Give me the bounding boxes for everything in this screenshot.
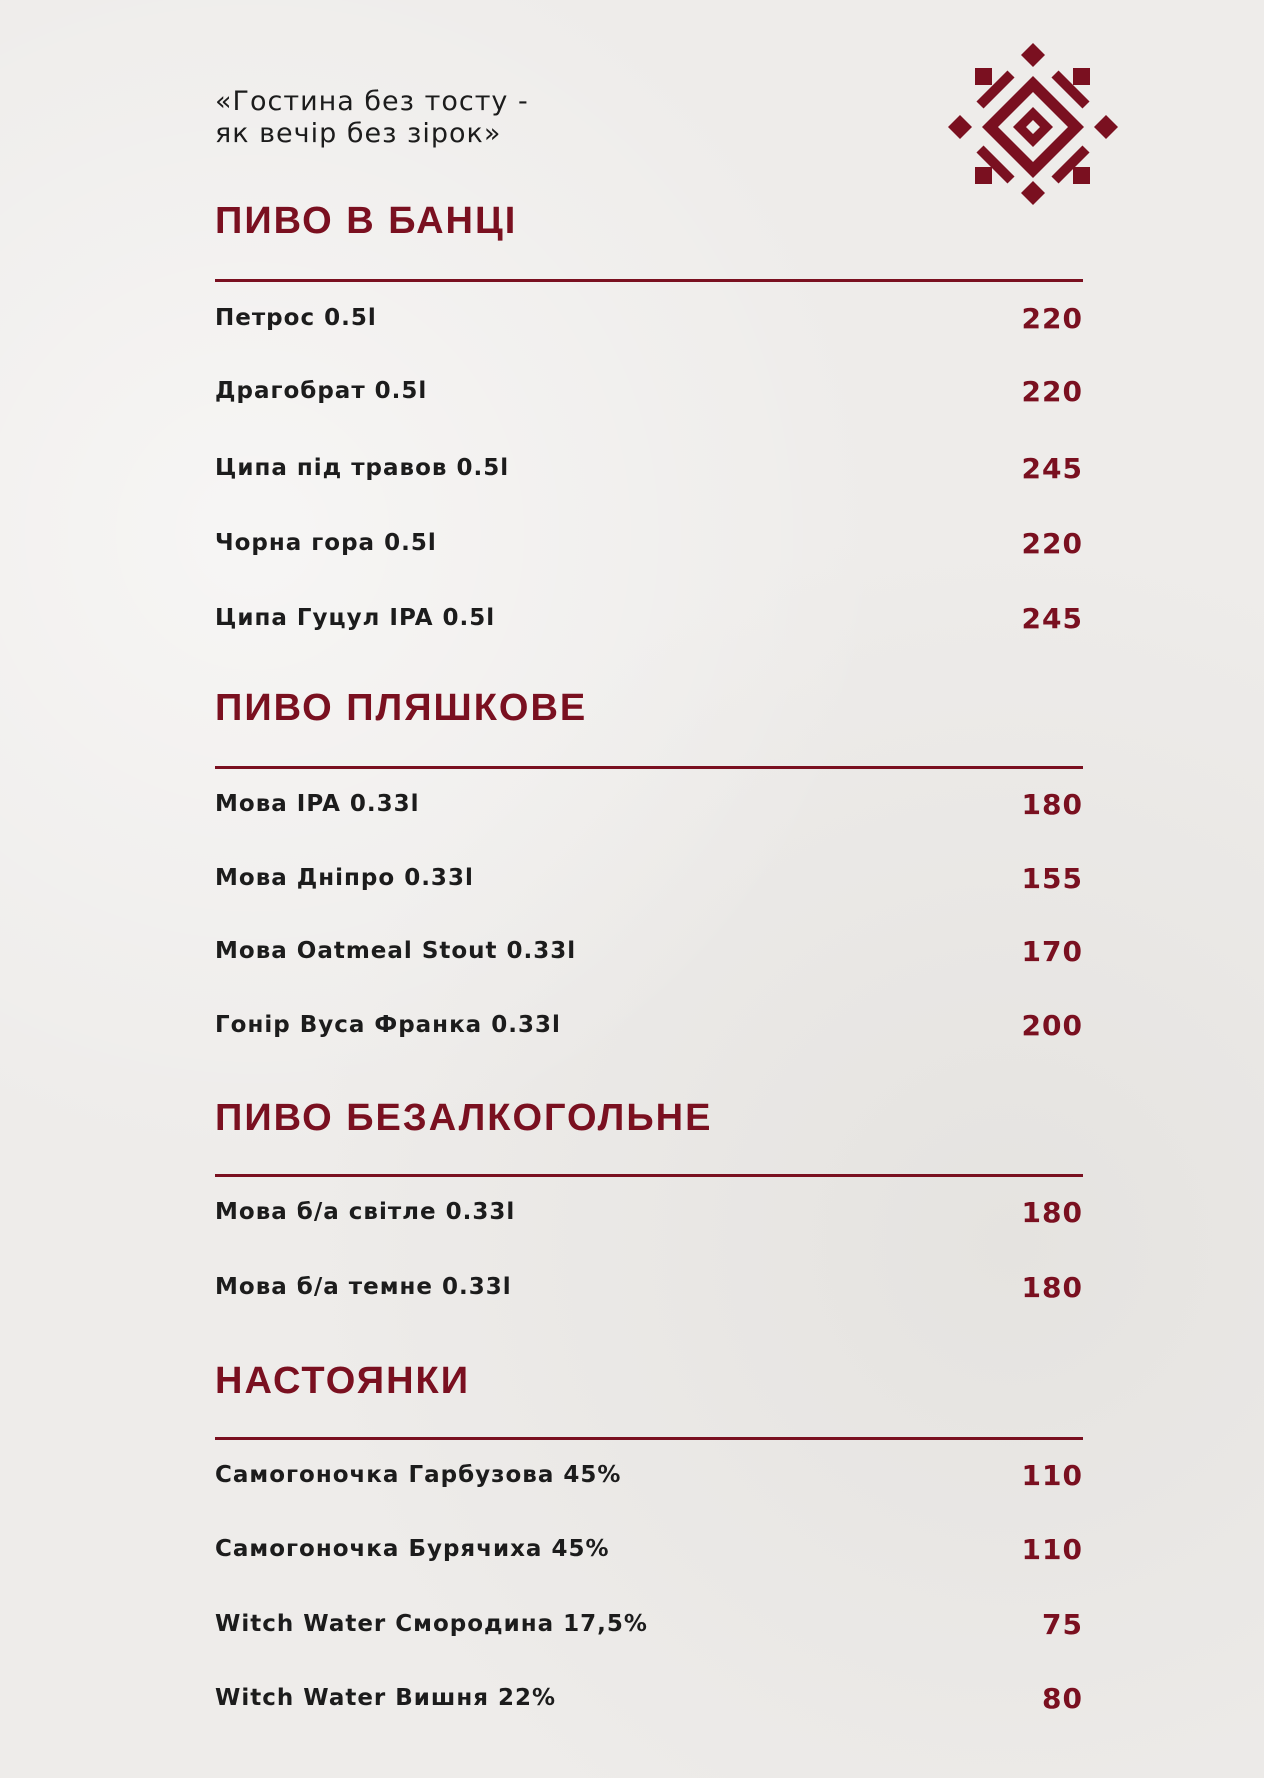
menu-item: Witch Water Вишня 22% 80 [215,1681,1083,1715]
item-name: Гонір Вуса Франка 0.33l [215,1012,561,1038]
item-name: Witch Water Смородина 17,5% [215,1611,648,1637]
section-title: НАСТОЯНКИ [215,1360,471,1402]
menu-item: Ципа під травов 0.5l 245 [215,451,1083,485]
menu-item: Мова Дніпро 0.33l 155 [215,861,1083,895]
menu-item: Мова б/а темне 0.33l 180 [215,1270,1083,1304]
item-name: Ципа Гуцул IPA 0.5l [215,605,496,631]
item-name: Witch Water Вишня 22% [215,1685,557,1711]
item-name: Самогоночка Гарбузова 45% [215,1462,622,1488]
item-name: Мова Дніпро 0.33l [215,865,474,891]
item-name: Ципа під травов 0.5l [215,455,510,481]
ukrainian-ornament-icon [948,43,1118,205]
menu-item: Самогоночка Гарбузова 45% 110 [215,1458,1083,1492]
item-price: 245 [1021,451,1083,485]
item-price: 200 [1021,1008,1083,1042]
item-name: Петрос 0.5l [215,305,377,331]
item-price: 110 [1021,1458,1083,1492]
item-price: 80 [1042,1681,1083,1715]
item-price: 245 [1021,601,1083,635]
item-price: 180 [1021,1195,1083,1229]
item-name: Мова б/а світле 0.33l [215,1199,516,1225]
menu-item: Самогоночка Бурячиха 45% 110 [215,1532,1083,1566]
menu-item: Ципа Гуцул IPA 0.5l 245 [215,601,1083,635]
item-price: 75 [1042,1607,1083,1641]
section-divider [215,1437,1083,1440]
item-price: 155 [1021,861,1083,895]
item-price: 180 [1021,787,1083,821]
item-price: 220 [1021,301,1083,335]
section-divider [215,766,1083,769]
menu-item: Чорна гора 0.5l 220 [215,526,1083,560]
item-price: 170 [1021,934,1083,968]
section-title: ПИВО В БАНЦІ [215,200,518,242]
quote-line-1: «Гостина без тосту - [215,86,529,117]
item-name: Мова б/а темне 0.33l [215,1274,512,1300]
item-price: 110 [1021,1532,1083,1566]
menu-item: Мова IPA 0.33l 180 [215,787,1083,821]
item-price: 180 [1021,1270,1083,1304]
section-divider [215,279,1083,282]
section-title: ПИВО ПЛЯШКОВЕ [215,687,588,729]
menu-item: Witch Water Смородина 17,5% 75 [215,1607,1083,1641]
menu-item: Гонір Вуса Франка 0.33l 200 [215,1008,1083,1042]
section-title: ПИВО БЕЗАЛКОГОЛЬНЕ [215,1097,713,1139]
item-price: 220 [1021,374,1083,408]
section-divider [215,1174,1083,1177]
menu-item: Мова Oatmeal Stout 0.33l 170 [215,934,1083,968]
menu-item: Петрос 0.5l 220 [215,301,1083,335]
item-name: Мова IPA 0.33l [215,791,420,817]
menu-item: Мова б/а світле 0.33l 180 [215,1195,1083,1229]
quote: «Гостина без тосту - як вечір без зірок» [215,86,529,150]
quote-line-2: як вечір без зірок» [215,118,502,149]
menu-item: Драгобрат 0.5l 220 [215,374,1083,408]
item-price: 220 [1021,526,1083,560]
item-name: Драгобрат 0.5l [215,378,428,404]
item-name: Мова Oatmeal Stout 0.33l [215,938,577,964]
item-name: Самогоночка Бурячиха 45% [215,1536,610,1562]
item-name: Чорна гора 0.5l [215,530,437,556]
